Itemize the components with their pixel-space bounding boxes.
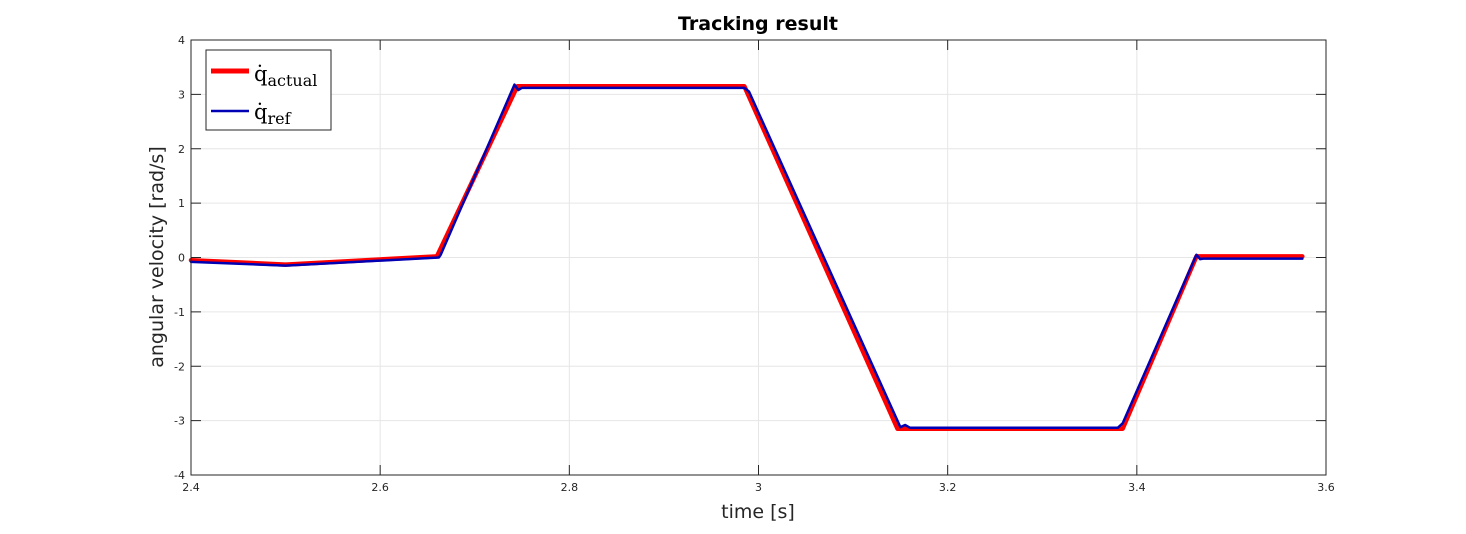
legend-box bbox=[205, 49, 332, 131]
x-tick-label: 2.8 bbox=[561, 481, 579, 494]
legend-entry-actual: q̇actual bbox=[254, 62, 317, 90]
x-tick-label: 3.2 bbox=[939, 481, 957, 494]
y-tick-label: -4 bbox=[174, 469, 185, 482]
y-tick-label: -3 bbox=[174, 415, 185, 428]
legend: q̇actual q̇ref bbox=[205, 49, 332, 131]
y-tick-label: 3 bbox=[178, 88, 185, 101]
x-axis-label: time [s] bbox=[721, 501, 795, 523]
x-tick-label: 3.6 bbox=[1317, 481, 1335, 494]
series-line-ref bbox=[189, 83, 1304, 429]
y-tick-label: 4 bbox=[178, 34, 185, 47]
x-tick-label: 2.4 bbox=[182, 481, 200, 494]
tick-layer: 2.4 2.6 2.8 3 3.2 3.4 3.6 -4 -3 -2 -1 0 1 2 3 4 bbox=[174, 34, 1335, 494]
legend-entry-actual-base: q̇ bbox=[254, 62, 267, 86]
x-tick-label: 3 bbox=[755, 481, 762, 494]
series-layer bbox=[188, 83, 1305, 432]
y-tick-label: -1 bbox=[174, 306, 185, 319]
y-tick-label: 2 bbox=[178, 143, 185, 156]
legend-entry-ref-base: q̇ bbox=[254, 100, 267, 124]
legend-entry-ref: q̇ref bbox=[254, 100, 292, 128]
chart-title: Tracking result bbox=[678, 13, 838, 35]
x-tick-label: 2.6 bbox=[371, 481, 389, 494]
legend-entry-ref-sub: ref bbox=[267, 109, 291, 128]
y-tick-label: -2 bbox=[174, 360, 185, 373]
x-tick-label: 3.4 bbox=[1128, 481, 1146, 494]
y-tick-label: 0 bbox=[178, 252, 185, 265]
y-axis-label: angular velocity [rad/s] bbox=[146, 146, 168, 368]
legend-entry-actual-sub: actual bbox=[267, 71, 317, 90]
y-tick-label: 1 bbox=[178, 197, 185, 210]
